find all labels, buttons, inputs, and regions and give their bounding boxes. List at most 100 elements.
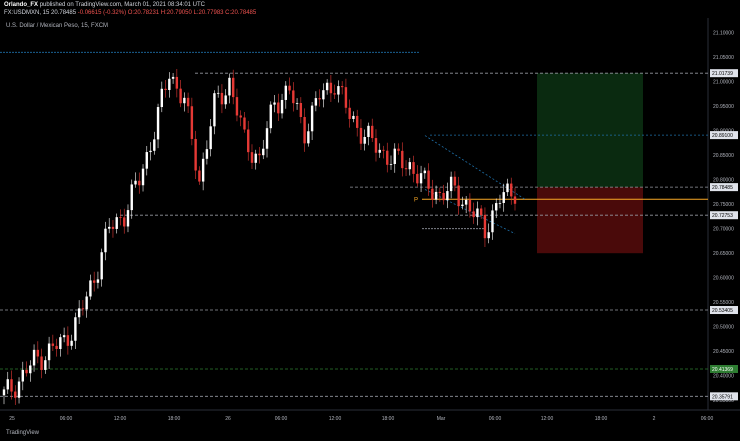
candle-body bbox=[303, 117, 306, 144]
candle-body bbox=[265, 128, 269, 149]
candle-body bbox=[299, 102, 303, 118]
price-tick-label: 20.75000 bbox=[713, 202, 734, 208]
candle-body bbox=[318, 98, 321, 100]
candle-body bbox=[47, 343, 51, 361]
time-tick-label: 18:00 bbox=[382, 416, 395, 422]
candle-body bbox=[25, 369, 28, 374]
candle-body bbox=[126, 210, 130, 227]
candle-body bbox=[119, 217, 122, 218]
candle-body bbox=[66, 335, 70, 346]
candle-body bbox=[340, 86, 344, 88]
candle-body bbox=[190, 106, 194, 139]
candle-body bbox=[453, 176, 457, 186]
candle-body bbox=[389, 164, 393, 165]
price-tick-label: 21.10000 bbox=[713, 31, 734, 37]
candle-body bbox=[14, 391, 17, 398]
candle-body bbox=[288, 85, 291, 91]
candle-body bbox=[412, 162, 415, 174]
candle-body bbox=[100, 252, 103, 280]
candle-body bbox=[273, 102, 276, 105]
candle-body bbox=[6, 379, 9, 390]
time-tick-label: 06:00 bbox=[701, 416, 714, 422]
price-tick-label: 20.80000 bbox=[713, 178, 734, 184]
candle-body bbox=[344, 87, 348, 108]
candle-body bbox=[487, 232, 490, 239]
candle-body bbox=[186, 97, 190, 107]
candle-body bbox=[160, 88, 164, 108]
candle-body bbox=[374, 138, 378, 153]
candle-body bbox=[205, 149, 209, 159]
candle-body bbox=[228, 77, 231, 96]
price-tick-label: 20.70000 bbox=[713, 227, 734, 233]
candle-body bbox=[431, 188, 434, 200]
candle-body bbox=[164, 88, 167, 91]
candle-body bbox=[171, 76, 175, 79]
candle-body bbox=[333, 93, 336, 95]
candle-body bbox=[442, 192, 445, 201]
time-tick-label: 12:00 bbox=[114, 416, 127, 422]
candle-body bbox=[404, 168, 408, 170]
candle-body bbox=[498, 202, 502, 204]
candle-body bbox=[104, 228, 107, 253]
candle-body bbox=[36, 349, 40, 357]
author-name[interactable]: Orlando_FX bbox=[4, 2, 39, 8]
publish-header: Orlando_FX published on TradingView.com,… bbox=[0, 0, 740, 18]
candle-body bbox=[216, 92, 220, 94]
candle-body bbox=[393, 148, 396, 165]
candle-body bbox=[29, 365, 32, 374]
time-tick-label: 12:00 bbox=[541, 416, 554, 422]
candle-body bbox=[21, 369, 24, 382]
candle-body bbox=[201, 158, 205, 182]
price-badge-label: 20.89100 bbox=[712, 133, 733, 139]
candle-body bbox=[502, 192, 505, 203]
candle-body bbox=[149, 150, 152, 153]
candle-body bbox=[258, 153, 261, 156]
price-tick-label: 20.65000 bbox=[713, 251, 734, 257]
price-tick-label: 20.60000 bbox=[713, 276, 734, 282]
candle-body bbox=[77, 308, 81, 318]
candle-body bbox=[483, 214, 487, 239]
candle-body bbox=[438, 191, 442, 193]
candle-body bbox=[10, 379, 13, 392]
candle-body bbox=[479, 208, 483, 215]
candle-body bbox=[243, 117, 246, 130]
tradingview-logo[interactable]: TradingView bbox=[6, 430, 40, 436]
price-badge-current bbox=[710, 183, 738, 192]
candle-body bbox=[472, 211, 475, 218]
price-tick-label: 20.35000 bbox=[713, 398, 734, 404]
candle-body bbox=[277, 102, 280, 114]
candle-body bbox=[81, 308, 85, 310]
candle-body bbox=[40, 356, 43, 370]
candle-body bbox=[209, 126, 212, 150]
candle-body bbox=[250, 152, 254, 163]
price-tick-label: 20.85000 bbox=[713, 153, 734, 159]
candle-body bbox=[468, 199, 472, 212]
candle-body bbox=[17, 381, 21, 398]
price-badge-label: 20.53405 bbox=[712, 308, 733, 314]
candle-body bbox=[355, 115, 359, 128]
price-badge-label: 20.35791 bbox=[712, 394, 733, 400]
symbol-info: FX:USDMXN, 15 20.78485 -0.06615 (-0.32%)… bbox=[4, 10, 256, 16]
candle-body bbox=[89, 280, 92, 297]
candle-body bbox=[145, 152, 148, 169]
candle-body bbox=[247, 129, 250, 153]
candle-body bbox=[322, 90, 325, 100]
price-tick-label: 20.45000 bbox=[713, 349, 734, 355]
time-tick-label: 18:00 bbox=[595, 416, 608, 422]
candle-body bbox=[96, 279, 100, 283]
time-tick-label: Mar bbox=[437, 416, 446, 422]
time-tick-label: 25 bbox=[9, 416, 15, 422]
candle-body bbox=[130, 184, 133, 211]
candle-body bbox=[386, 150, 389, 165]
entry-marker: P bbox=[414, 197, 418, 203]
candle-body bbox=[108, 226, 111, 229]
time-tick-label: 2 bbox=[653, 416, 656, 422]
candle-body bbox=[179, 88, 182, 104]
candle-body bbox=[153, 139, 156, 151]
candle-body bbox=[156, 107, 160, 140]
price-badge-label: 20.41369 bbox=[712, 367, 733, 373]
candle-body bbox=[329, 82, 333, 94]
candle-body bbox=[352, 115, 355, 119]
